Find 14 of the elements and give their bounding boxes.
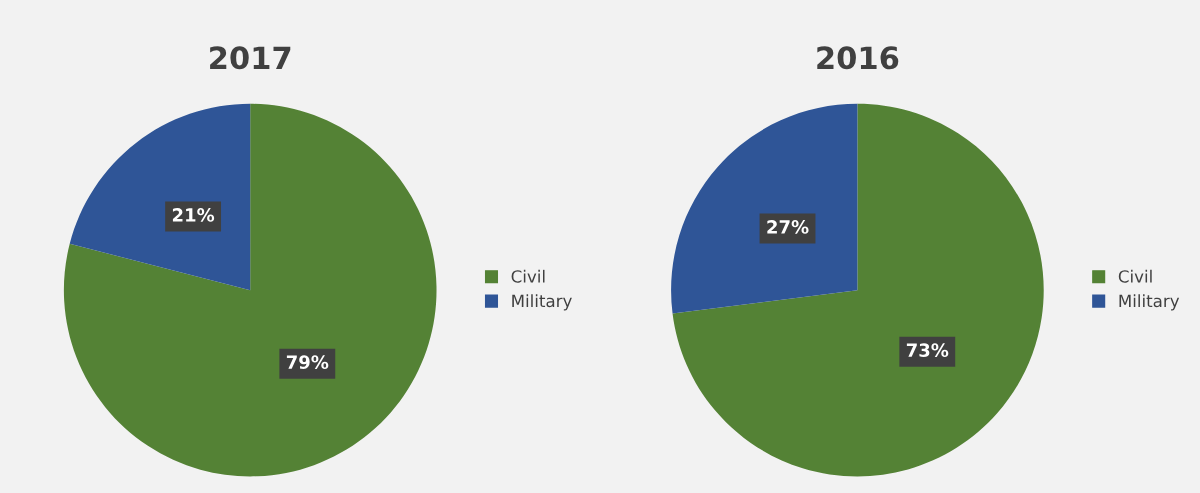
chart-title: 2017 [210,46,291,70]
data-label: 79% [286,355,329,369]
data-label: 27% [767,220,809,234]
legend-label: Military [1119,294,1180,311]
pie-slice [69,103,251,291]
chart-title: 2016 [817,46,899,70]
legend-label: Civil [1118,269,1152,283]
data-label: 21% [172,208,215,222]
legend-label: Civil [511,269,545,283]
data-label: 73% [906,343,949,357]
legend-label: Military [512,294,572,311]
pie-slice [63,103,437,477]
pie-slice [671,103,858,314]
pie-slice [672,103,1044,477]
